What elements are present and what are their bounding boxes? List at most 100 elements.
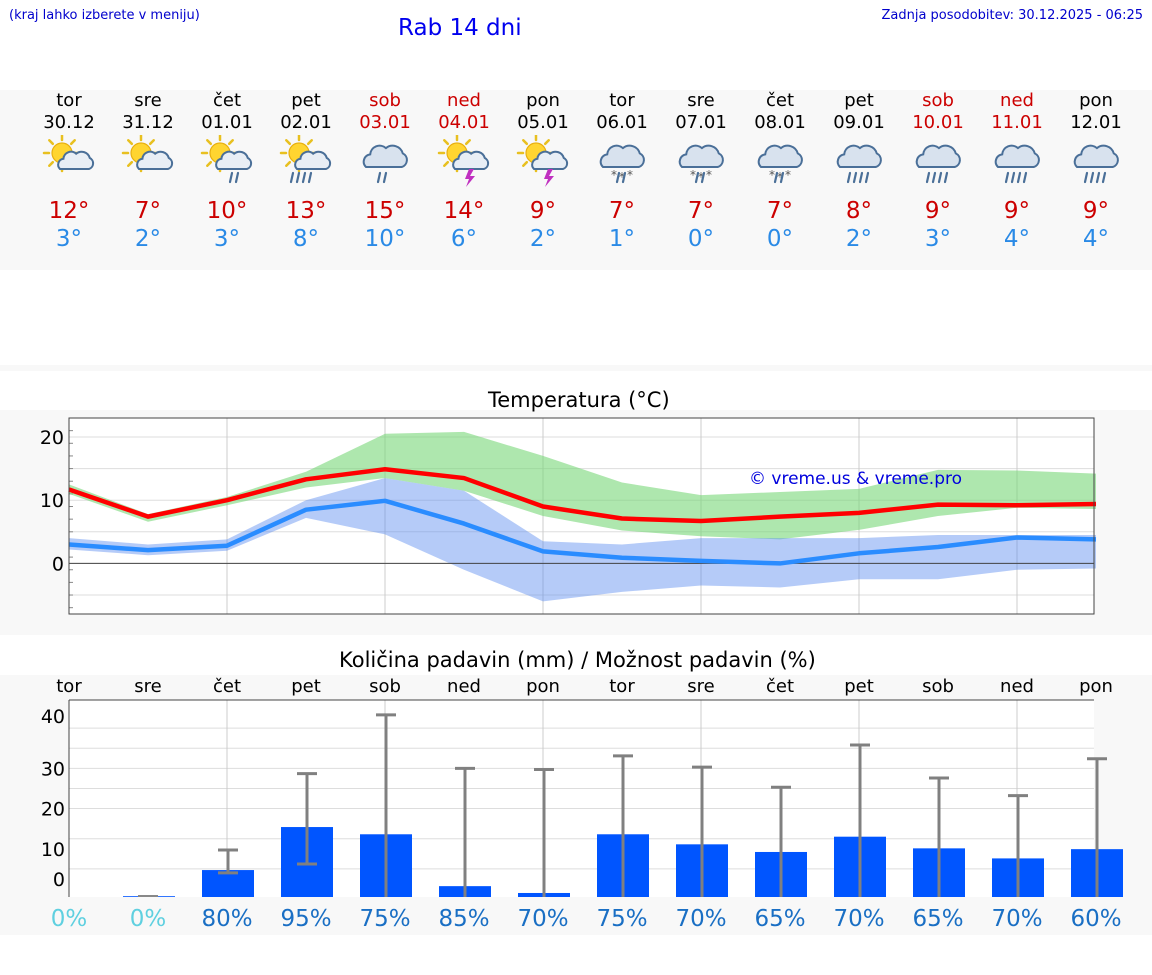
svg-text:*: * <box>690 168 696 182</box>
day-name: ned <box>1000 90 1034 111</box>
day-name: čet <box>765 90 795 111</box>
sun-cloud-rain-icon <box>200 135 253 184</box>
max-temperature-line <box>68 466 1097 524</box>
menu-hint: (kraj lahko izberete v meniju) <box>9 8 200 23</box>
last-updated: Zadnja posodobitev: 30.12.2025 - 06:25 <box>881 8 1143 23</box>
day-name: ned <box>447 90 481 111</box>
svg-text:*: * <box>785 168 791 182</box>
cloud-sleet-icon: * * * <box>757 144 803 184</box>
day-date: 31.12 <box>122 112 174 133</box>
day-name: tor <box>56 90 82 111</box>
precip-day-label: sre <box>687 676 714 697</box>
max-temperature: 10° <box>206 198 248 224</box>
precip-day-label: tor <box>609 676 635 697</box>
min-temperature: 1° <box>608 226 636 252</box>
precip-y-tick-label: 30 <box>41 758 65 780</box>
temperature-y-tick-label: 20 <box>40 427 64 449</box>
precip-day-label: sob <box>922 676 954 697</box>
precip-day-label: tor <box>56 676 82 697</box>
cloud-sleet-icon: * * * <box>678 144 724 184</box>
sun-cloud-icon <box>121 135 174 173</box>
precip-y-tick-label: 10 <box>41 839 65 861</box>
day-date: 05.01 <box>517 112 569 133</box>
min-temperature: 0° <box>687 226 715 252</box>
max-temperature: 9° <box>1082 198 1110 224</box>
min-temperature: 2° <box>134 226 162 252</box>
day-name: sre <box>687 90 715 111</box>
precip-probability-label: 75% <box>596 906 647 932</box>
precip-day-label: čet <box>766 676 794 697</box>
precip-chart-title: Količina padavin (mm) / Možnost padavin … <box>339 648 816 672</box>
day-date: 12.01 <box>1070 112 1122 133</box>
sun-cloud-thunder-icon <box>516 135 569 187</box>
day-date: 07.01 <box>675 112 727 133</box>
temperature-y-tick-label: 0 <box>52 553 64 575</box>
cloud-heavy-rain-icon <box>994 144 1040 184</box>
precip-y-tick-label: 40 <box>41 706 65 728</box>
precip-y-tick-label: 0 <box>53 869 65 891</box>
watermark: © vreme.us & vreme.pro <box>749 469 962 489</box>
max-temperature: 7° <box>134 198 162 224</box>
day-name: tor <box>609 90 635 111</box>
svg-text:*: * <box>627 168 633 182</box>
max-temperature: 14° <box>443 198 485 224</box>
day-date: 03.01 <box>359 112 411 133</box>
sun-cloud-heavy-rain-icon <box>279 135 332 184</box>
precip-probability-label: 65% <box>912 906 963 932</box>
min-temperature: 0° <box>766 226 794 252</box>
svg-text:*: * <box>777 170 783 184</box>
min-temperature: 2° <box>529 226 557 252</box>
precip-day-label: čet <box>213 676 241 697</box>
min-temperature: 3° <box>213 226 241 252</box>
min-temperature: 10° <box>364 226 406 252</box>
precip-day-label: pon <box>526 676 560 697</box>
precip-day-label: pet <box>844 676 874 697</box>
max-temperature: 9° <box>924 198 952 224</box>
precip-day-label: pon <box>1079 676 1113 697</box>
min-temperature: 3° <box>924 226 952 252</box>
precip-chart: tor sre čet pet sob ned pon tor sre čet pet sob ned p… <box>41 676 1123 932</box>
precip-day-label: ned <box>447 676 481 697</box>
min-temperature: 4° <box>1003 226 1031 252</box>
svg-text:*: * <box>611 168 617 182</box>
min-temperature: 4° <box>1082 226 1110 252</box>
day-date: 04.01 <box>438 112 490 133</box>
precip-probability-label: 65% <box>754 906 805 932</box>
day-date: 01.01 <box>201 112 253 133</box>
day-name: pet <box>844 90 874 111</box>
day-name: čet <box>212 90 242 111</box>
temperature-y-tick-label: 10 <box>40 490 64 512</box>
max-temperature: 9° <box>529 198 557 224</box>
precip-probability-label: 0% <box>130 906 167 932</box>
sun-cloud-icon <box>42 135 95 173</box>
svg-text:*: * <box>698 170 704 184</box>
cloud-heavy-rain-icon <box>1073 144 1119 184</box>
cloud-heavy-rain-icon <box>836 144 882 184</box>
day-date: 08.01 <box>754 112 806 133</box>
min-temperature: 6° <box>450 226 478 252</box>
precip-probability-label: 95% <box>280 906 331 932</box>
precip-probability-label: 70% <box>833 906 884 932</box>
precip-probability-label: 80% <box>201 906 252 932</box>
precip-probability-label: 70% <box>675 906 726 932</box>
min-temperature: 2° <box>845 226 873 252</box>
max-temperature: 7° <box>766 198 794 224</box>
precip-probability-label: 60% <box>1070 906 1121 932</box>
min-temperature: 3° <box>55 226 83 252</box>
precip-day-label: sre <box>134 676 161 697</box>
cloud-sleet-icon: * * * <box>599 144 645 184</box>
svg-text:*: * <box>706 168 712 182</box>
day-name: sre <box>134 90 162 111</box>
precip-day-label: sob <box>369 676 401 697</box>
day-date: 02.01 <box>280 112 332 133</box>
max-temperature: 13° <box>285 198 327 224</box>
cloud-rain-icon <box>362 144 408 184</box>
max-temperature: 9° <box>1003 198 1031 224</box>
day-name: pet <box>291 90 321 111</box>
days-band <box>0 90 1152 270</box>
day-name: pon <box>1079 90 1113 111</box>
precip-probability-label: 85% <box>438 906 489 932</box>
max-temperature: 12° <box>48 198 90 224</box>
max-temperature: 7° <box>608 198 636 224</box>
day-date: 10.01 <box>912 112 964 133</box>
